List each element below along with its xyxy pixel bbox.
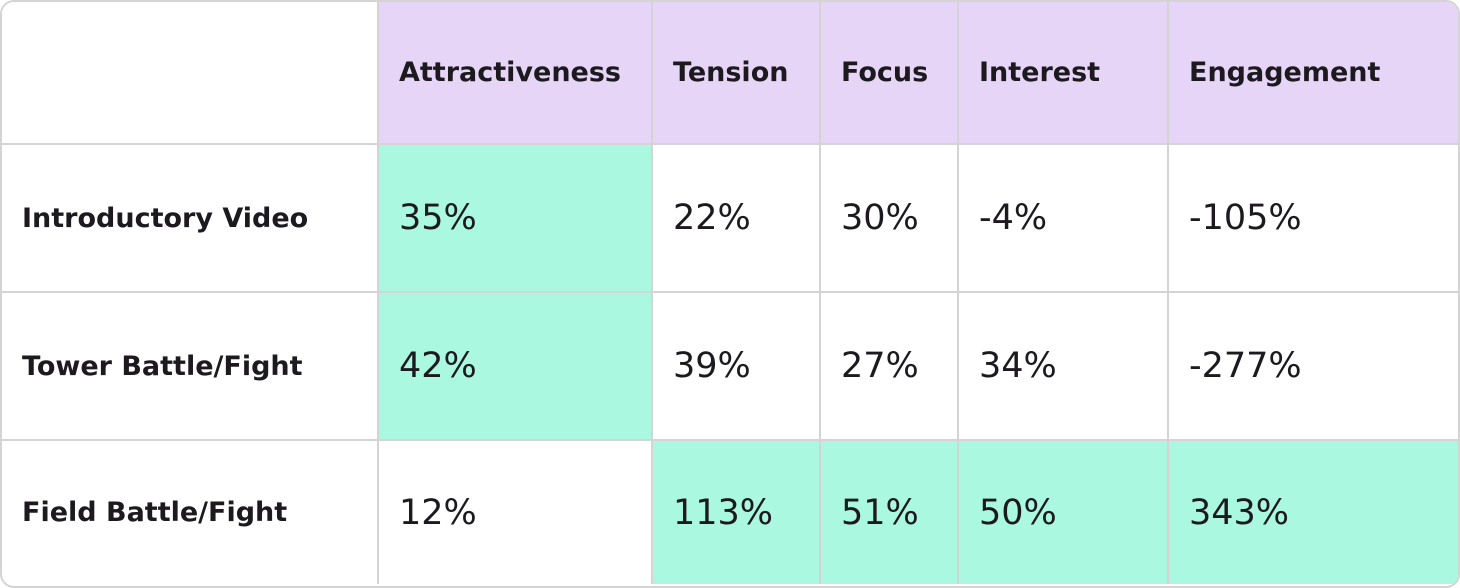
cell: 27% xyxy=(820,292,959,441)
cell: 22% xyxy=(652,144,821,293)
column-header: Interest xyxy=(958,2,1169,145)
cell: 42% xyxy=(378,292,653,441)
header-row: Attractiveness Tension Focus Interest En… xyxy=(2,2,1458,145)
row-label: Introductory Video xyxy=(2,144,379,293)
column-header: Attractiveness xyxy=(378,2,653,145)
cell: -105% xyxy=(1168,144,1458,293)
cell: 35% xyxy=(378,144,653,293)
cell: 51% xyxy=(820,440,959,584)
column-header: Tension xyxy=(652,2,821,145)
cell: 39% xyxy=(652,292,821,441)
cell: 12% xyxy=(378,440,653,584)
table-row: Field Battle/Fight 12% 113% 51% 50% 343% xyxy=(2,440,1458,584)
row-label: Field Battle/Fight xyxy=(2,440,379,584)
cell: 50% xyxy=(958,440,1169,584)
table-row: Tower Battle/Fight 42% 39% 27% 34% -277% xyxy=(2,292,1458,441)
cell: -4% xyxy=(958,144,1169,293)
row-label: Tower Battle/Fight xyxy=(2,292,379,441)
column-header: Focus xyxy=(820,2,959,145)
cell: 30% xyxy=(820,144,959,293)
cell: -277% xyxy=(1168,292,1458,441)
column-header: Engagement xyxy=(1168,2,1458,145)
corner-cell xyxy=(2,2,379,145)
cell: 113% xyxy=(652,440,821,584)
cell: 34% xyxy=(958,292,1169,441)
cell: 343% xyxy=(1168,440,1458,584)
table-row: Introductory Video 35% 22% 30% -4% -105% xyxy=(2,144,1458,293)
